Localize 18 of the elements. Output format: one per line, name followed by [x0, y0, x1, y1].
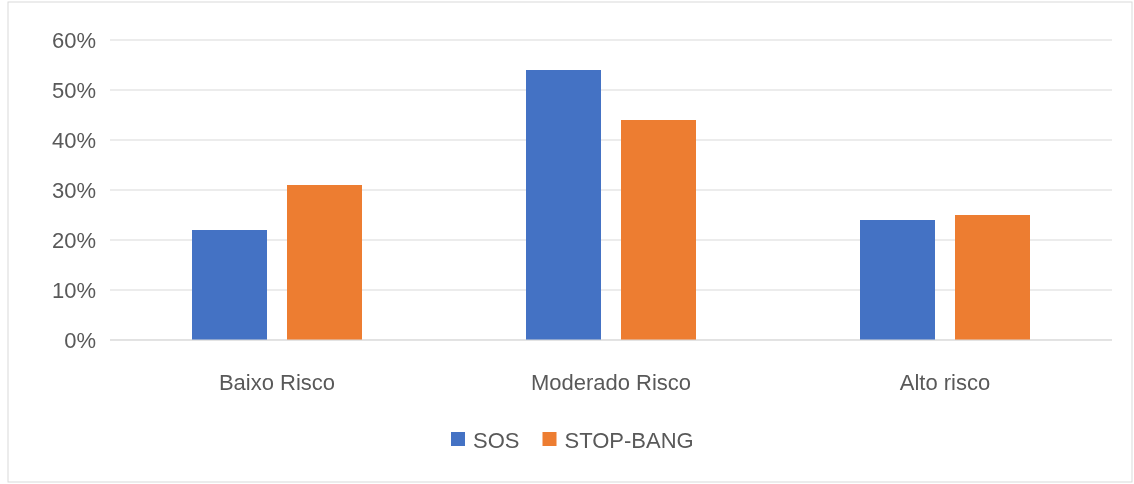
y-tick-label: 20% — [51, 227, 96, 253]
y-tick-label: 50% — [51, 77, 96, 103]
bar — [955, 215, 1030, 340]
y-tick-label: 60% — [51, 27, 96, 53]
x-tick-label: Moderado Risco — [530, 370, 692, 395]
bar — [621, 120, 696, 340]
y-tick-label: 10% — [51, 277, 96, 303]
legend-label: STOP-BANG — [564, 427, 694, 453]
bar — [287, 185, 362, 340]
bar — [526, 70, 601, 340]
bar — [860, 220, 935, 340]
y-tick-label: 40% — [51, 127, 96, 153]
x-tick-label: Baixo Risco — [218, 370, 336, 395]
x-tick-label: Alto risco — [899, 370, 991, 395]
legend-label: SOS — [473, 427, 520, 453]
bar — [192, 230, 267, 340]
y-tick-label: 30% — [51, 177, 96, 203]
y-tick-label: 0% — [64, 327, 96, 353]
